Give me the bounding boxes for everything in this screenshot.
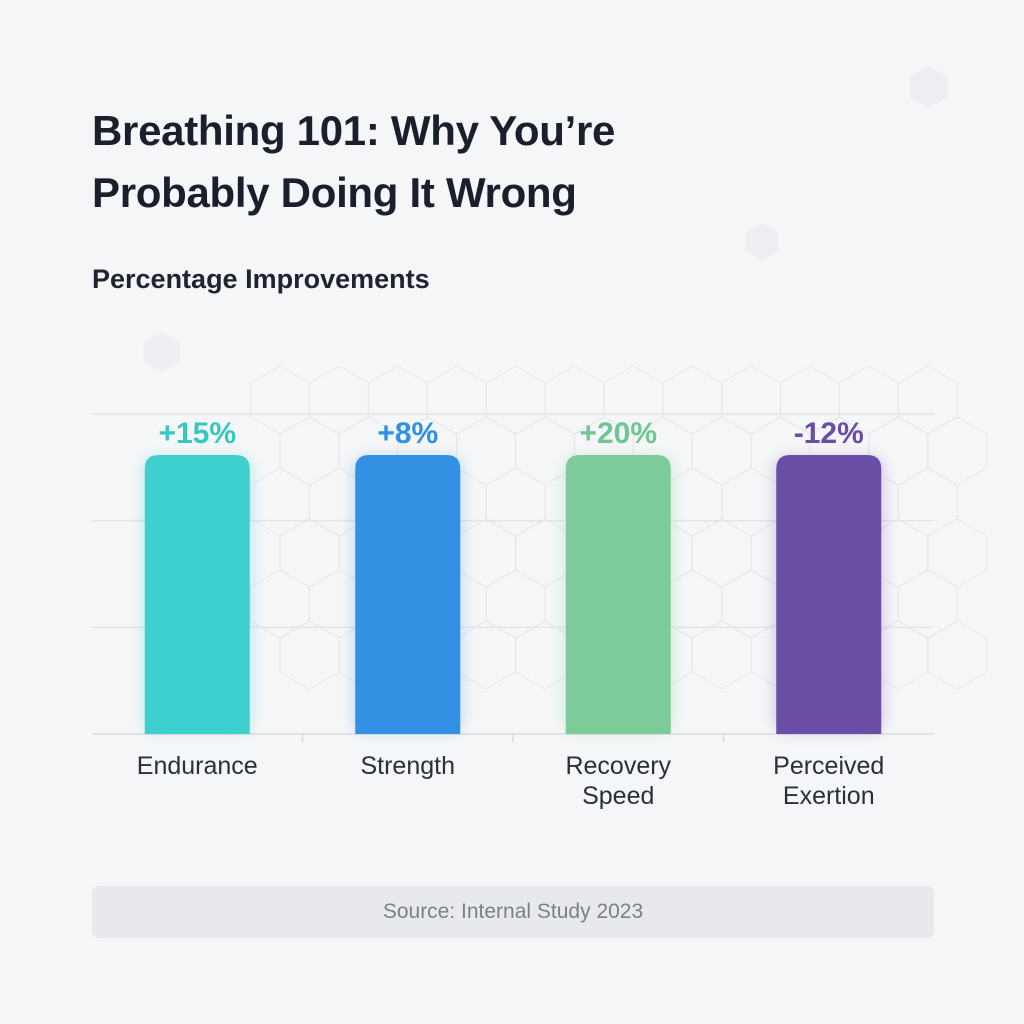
hex-grid-cell — [250, 467, 310, 537]
hex-grid-cell — [721, 467, 782, 537]
hex-grid-cell — [721, 365, 782, 435]
hexagon-decoration-icon — [745, 223, 779, 261]
hex-grid-cell — [691, 620, 752, 690]
hex-grid-cell — [308, 365, 369, 435]
hex-grid-cell — [691, 416, 752, 486]
x-tick-label: Exertion — [783, 782, 875, 810]
x-tick-label: Strength — [360, 752, 455, 780]
hex-grid-cell — [662, 365, 723, 435]
data-label: +8% — [377, 417, 438, 450]
data-label: -12% — [794, 417, 864, 450]
bar — [144, 455, 250, 734]
hex-grid-cell — [279, 416, 340, 486]
chart-title: Percentage Improvements — [92, 264, 430, 294]
x-tick-label: Recovery — [565, 752, 671, 780]
hex-grid-cell — [897, 467, 958, 537]
hex-grid-cell — [927, 518, 988, 588]
source-box: Source: Internal Study 2023 — [92, 886, 934, 938]
x-tick-label: Speed — [582, 782, 654, 810]
hex-grid-cell — [279, 620, 340, 690]
x-tick-label: Endurance — [137, 752, 258, 780]
data-label: +20% — [579, 417, 657, 450]
page-title: Breathing 101: Why You’re Probably Doing… — [92, 107, 616, 216]
hex-grid-cell — [485, 365, 546, 435]
bar — [355, 455, 461, 734]
hexagon-decoration-icon — [910, 66, 948, 108]
x-tick-label: Perceived — [773, 752, 884, 780]
bar-chart: +15% Endurance +8% Strength +20% RecoverySpee… — [92, 365, 988, 810]
hex-grid-cell — [279, 518, 340, 588]
hex-grid-cell — [927, 620, 988, 690]
hex-grid-cell — [250, 365, 310, 435]
data-label: +15% — [158, 417, 236, 450]
hexagon-decoration-icon — [143, 331, 181, 373]
source-text: Source: Internal Study 2023 — [382, 900, 644, 923]
hex-grid-cell — [485, 467, 546, 537]
bar — [565, 455, 671, 734]
hex-grid-cell — [456, 518, 517, 588]
bar — [776, 455, 882, 734]
hex-grid-cell — [691, 518, 752, 588]
hex-grid-cell — [897, 365, 958, 435]
hex-grid-cell — [456, 416, 517, 486]
hex-grid-cell — [927, 416, 988, 486]
hex-grid-cell — [456, 620, 517, 690]
